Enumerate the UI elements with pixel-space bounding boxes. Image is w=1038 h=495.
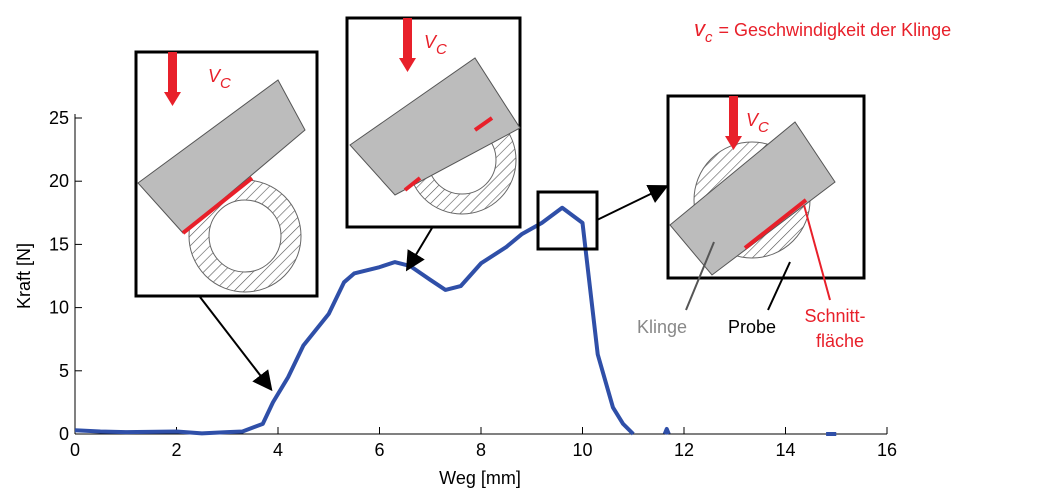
label-cut: Schnitt- — [804, 306, 865, 326]
y-axis-label: Kraft [N] — [14, 243, 34, 309]
arrow — [200, 297, 270, 388]
y-tick-label: 20 — [49, 171, 69, 191]
note: vc= Geschwindigkeit der Klinge — [694, 16, 951, 46]
label-cut: fläche — [816, 331, 864, 351]
inset-3: VC — [668, 96, 864, 310]
x-tick-label: 16 — [877, 440, 897, 460]
inset-1: VC — [136, 52, 317, 296]
label-sample: Probe — [728, 317, 776, 337]
x-tick-label: 8 — [476, 440, 486, 460]
inset-2: VC — [347, 18, 520, 227]
y-tick-label: 15 — [49, 234, 69, 254]
y-tick-label: 10 — [49, 298, 69, 318]
y-tick-label: 0 — [59, 424, 69, 444]
x-tick-label: 14 — [775, 440, 795, 460]
x-tick-label: 6 — [374, 440, 384, 460]
x-tick-label: 2 — [171, 440, 181, 460]
x-axis-label: Weg [mm] — [439, 468, 521, 488]
x-tick-label: 0 — [70, 440, 80, 460]
x-tick-label: 12 — [674, 440, 694, 460]
arrow — [408, 228, 432, 268]
y-tick-label: 5 — [59, 361, 69, 381]
y-tick-label: 25 — [49, 108, 69, 128]
x-tick-label: 10 — [572, 440, 592, 460]
arrow — [597, 187, 665, 220]
chart: 0 2 4 6 8 10 12 14 16 0 5 10 15 20 25 vc= Geschwindigk… — [0, 0, 1038, 490]
label-blade: Klinge — [637, 317, 687, 337]
x-tick-label: 4 — [273, 440, 283, 460]
